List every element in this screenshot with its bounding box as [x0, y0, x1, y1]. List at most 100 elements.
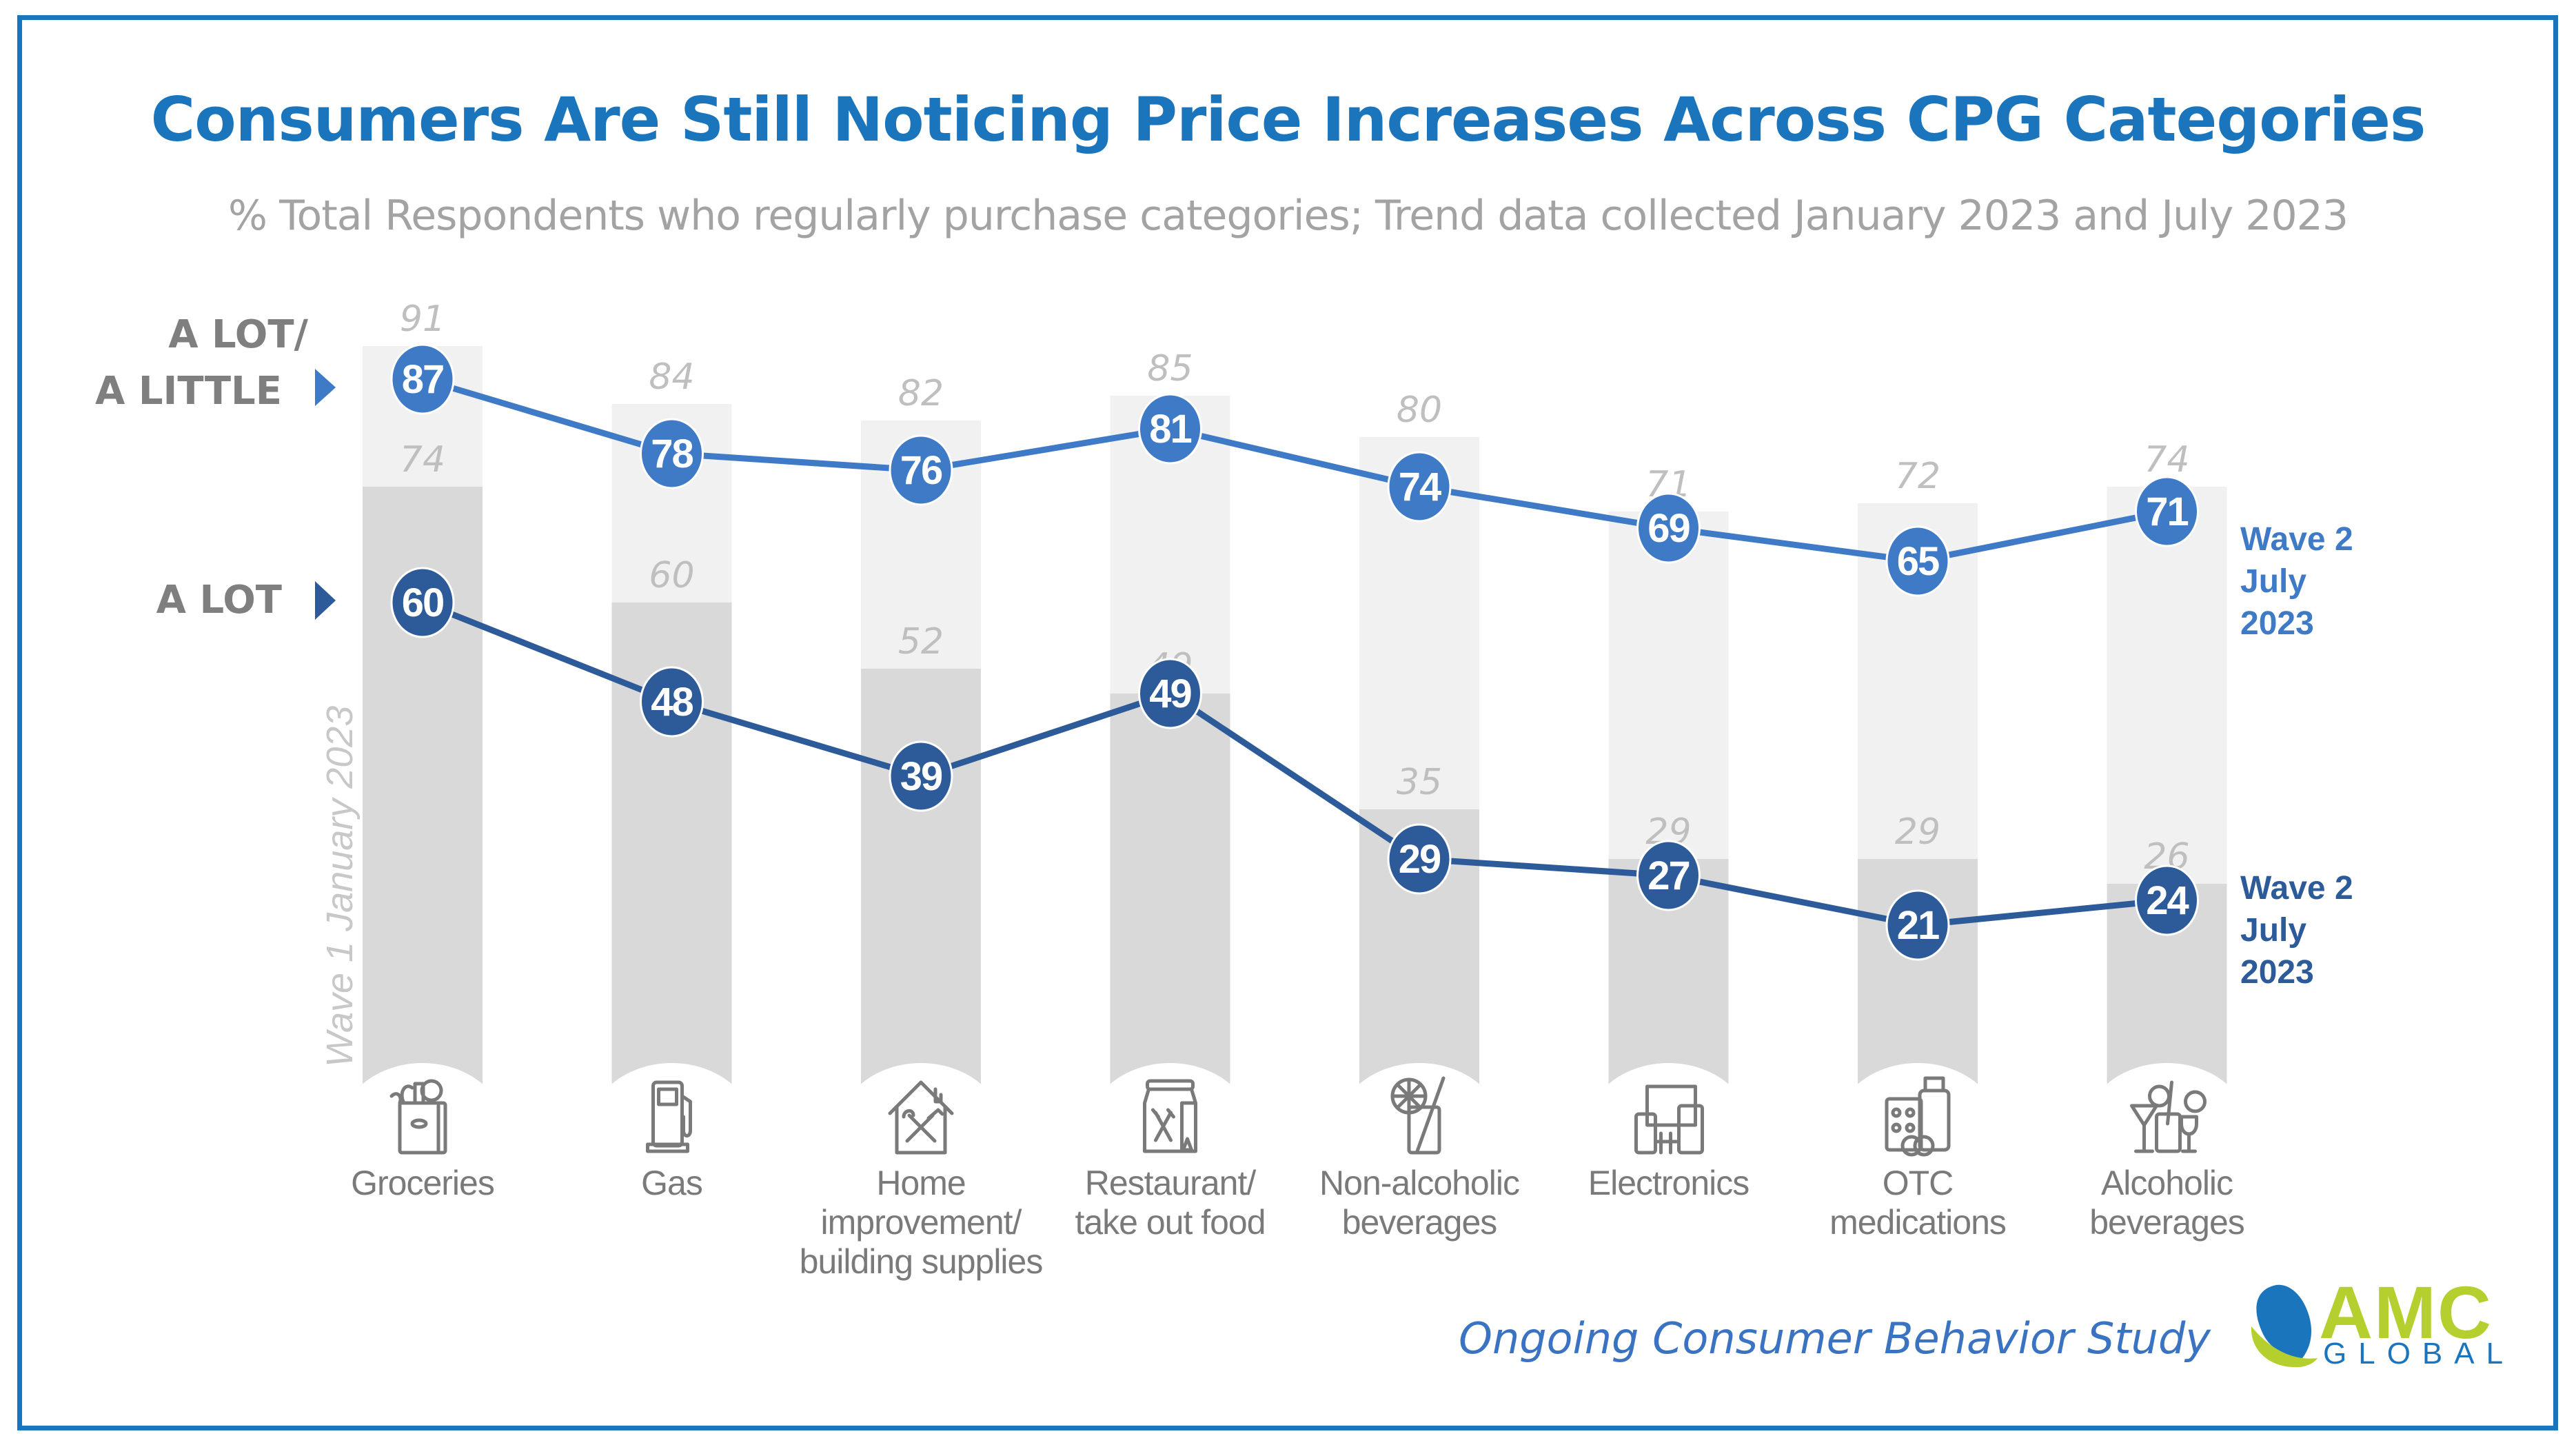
wave2-a-lot-a-little-marker: 65 — [1885, 525, 1950, 597]
wave1-a-lot-a-little-value: 84 — [649, 356, 694, 398]
wave2-a-lot-marker-circle — [390, 567, 455, 638]
wave2-a-lot-a-little-marker-circle — [1138, 393, 1202, 465]
wave2-a-lot-a-little-marker-circle — [1387, 451, 1452, 523]
row-label-a-lot: A LOT — [156, 578, 282, 623]
wave1-a-lot-value: 60 — [649, 555, 694, 596]
bar-base-arch — [1337, 1063, 1502, 1198]
bar-base-arch — [2084, 1063, 2250, 1198]
takeout-bag-icon — [1143, 1079, 1197, 1153]
wave2-a-lot-marker-value: 48 — [651, 680, 693, 725]
wave2-a-lot-a-little-marker-value: 78 — [651, 432, 693, 476]
wave2-a-lot-marker: 48 — [640, 666, 704, 738]
wave2-a-lot-a-little-marker-value: 81 — [1149, 407, 1191, 452]
bar-base-arch — [1087, 1063, 1253, 1198]
row-label-line-1: A LOT/ — [168, 312, 308, 357]
wave2-a-lot-marker-value: 49 — [1149, 671, 1191, 716]
grocery-bag-icon — [389, 1079, 447, 1155]
wave2-a-lot-marker-value: 29 — [1399, 837, 1441, 882]
cocktail-icon — [2130, 1080, 2207, 1153]
bar-base-arch — [1585, 1063, 1752, 1198]
lemonade-glass-icon — [1390, 1076, 1446, 1155]
category-label: OTC medications — [1829, 1164, 2007, 1242]
logo-swoosh-icon — [2251, 1284, 2318, 1368]
wave2-a-lot-marker-circle — [2135, 864, 2199, 936]
category-label: Groceries — [351, 1164, 495, 1202]
category-label: Home improvement/ building supplies — [799, 1164, 1044, 1281]
wave2-a-lot-marker: 39 — [889, 740, 953, 812]
wave2-a-lot-marker: 24 — [2135, 864, 2199, 936]
wave2-a-lot-a-little-line — [421, 376, 2168, 565]
wave1-a-lot-bar — [861, 669, 981, 1099]
bar-base-arch — [340, 1063, 505, 1198]
category-label: Restaurant/ take out food — [1075, 1164, 1266, 1242]
wave2-a-lot-line — [421, 599, 2167, 929]
wave2-a-lot-marker-value: 27 — [1647, 853, 1690, 898]
wave1-a-lot-value: 35 — [1397, 762, 1442, 803]
row-label-a-lot-a-little: A LOT/ A LITTLE — [95, 307, 308, 420]
logo-global-text: GLOBAL — [2323, 1337, 2515, 1370]
wave1-a-lot-a-little-value: 85 — [1147, 348, 1193, 389]
chart-title: Consumers Are Still Noticing Price Incre… — [150, 84, 2426, 155]
home-tools-icon — [888, 1080, 954, 1155]
wave2-a-lot-a-little-marker-value: 69 — [1647, 506, 1690, 551]
wave2-a-lot-marker: 60 — [390, 567, 455, 638]
wave2-a-lot-a-little-marker: 81 — [1138, 393, 1202, 465]
bar-base-arch — [1835, 1063, 2000, 1198]
wave2-a-lot-marker: 49 — [1138, 658, 1202, 729]
wave1-a-lot-a-little-value: 91 — [400, 298, 445, 340]
wave2-a-lot-marker: 21 — [1885, 889, 1950, 961]
wave2-a-lot-a-little-marker-value: 76 — [900, 448, 942, 493]
bar-base-arch — [589, 1063, 755, 1198]
wave2-a-lot-marker-circle — [1636, 840, 1701, 911]
row-label-line-2: A LITTLE — [95, 369, 282, 414]
study-name: Ongoing Consumer Behavior Study — [1459, 1313, 2211, 1364]
wave2-a-lot-a-little-marker-circle — [640, 418, 704, 489]
a-lot-arrow-icon — [315, 581, 336, 620]
medicine-icon — [1885, 1076, 1951, 1157]
wave2-a-lot-a-little-marker-circle — [1885, 525, 1950, 597]
wave2-a-lot-marker-value: 60 — [402, 580, 444, 625]
wave2-label-a-lot-a-little: Wave 2 July 2023 — [2240, 521, 2353, 642]
wave2-a-lot-marker-value: 21 — [1897, 903, 1939, 948]
chart-subtitle: % Total Respondents who regularly purcha… — [227, 192, 2349, 240]
category-label: Alcoholic beverages — [2089, 1164, 2245, 1242]
slide-frame — [17, 15, 2558, 1430]
category-label: Gas — [641, 1164, 703, 1202]
wave1-a-lot-value: 29 — [1895, 811, 1940, 853]
category-label: Non-alcoholic beverages — [1319, 1164, 1520, 1242]
wave2-a-lot-a-little-marker-circle — [390, 343, 455, 415]
wave1-a-lot-value: 74 — [400, 439, 445, 480]
wave2-a-lot-a-little-marker-circle — [2135, 476, 2199, 547]
a-lot-a-little-arrow-icon — [315, 369, 336, 406]
wave2-a-lot-a-little-marker: 76 — [889, 434, 953, 506]
wave2-a-lot-marker-circle — [1138, 658, 1202, 729]
wave1-a-lot-value: 52 — [898, 621, 944, 662]
wave2-a-lot-marker-circle — [889, 740, 953, 812]
wave1-axis-label: Wave 1 January 2023 — [319, 705, 361, 1067]
wave1-a-lot-a-little-value: 74 — [2144, 439, 2189, 480]
wave2-a-lot-marker: 27 — [1636, 840, 1701, 911]
wave2-a-lot-marker: 29 — [1387, 823, 1452, 895]
wave2-a-lot-marker-circle — [1885, 889, 1950, 961]
wave2-a-lot-a-little-marker: 69 — [1636, 492, 1701, 564]
bar-base-arch — [838, 1063, 1004, 1198]
wave2-a-lot-marker-circle — [640, 666, 704, 738]
wave2-a-lot-a-little-marker-value: 71 — [2146, 489, 2188, 534]
wave2-a-lot-marker-value: 39 — [900, 754, 942, 799]
amc-global-logo: AMC GLOBAL — [2249, 1275, 2517, 1370]
wave2-a-lot-a-little-marker-circle — [1636, 492, 1701, 564]
wave2-a-lot-a-little-marker: 87 — [390, 343, 455, 415]
wave1-a-lot-a-little-value: 82 — [898, 373, 944, 414]
wave1-a-lot-a-little-value: 72 — [1895, 456, 1940, 497]
wave2-a-lot-a-little-marker-value: 65 — [1897, 539, 1939, 584]
wave2-a-lot-a-little-marker-value: 87 — [402, 357, 444, 402]
logo-amc-text: AMC — [2319, 1271, 2493, 1354]
wave1-a-lot-bar — [1110, 694, 1230, 1099]
wave2-a-lot-a-little-marker: 71 — [2135, 476, 2199, 547]
wave1-a-lot-a-little-value: 80 — [1397, 389, 1442, 431]
gas-pump-icon — [646, 1080, 692, 1153]
devices-icon — [1634, 1084, 1704, 1155]
wave2-a-lot-a-little-marker: 78 — [640, 418, 704, 489]
wave2-label-a-lot: Wave 2 July 2023 — [2240, 870, 2353, 991]
